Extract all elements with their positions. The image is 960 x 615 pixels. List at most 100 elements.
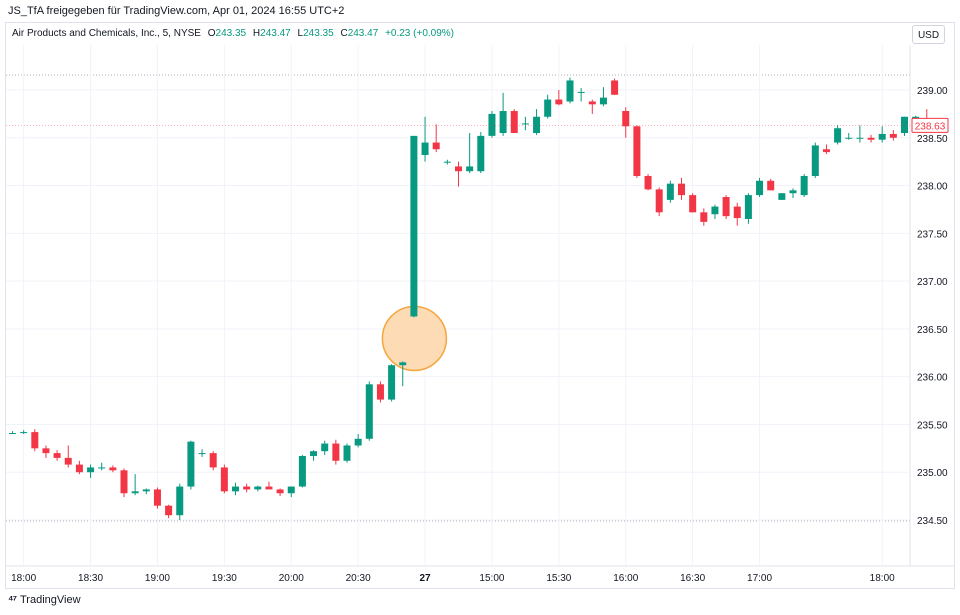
candle-body [388, 365, 396, 400]
x-tick-label: 18:30 [78, 573, 103, 584]
y-tick-label: 237.50 [917, 229, 948, 240]
candle-body [321, 443, 329, 452]
candle-body [298, 455, 306, 487]
y-tick-label: 238.00 [917, 182, 948, 193]
candle-body [9, 433, 16, 435]
candle-body [466, 166, 474, 172]
ohlc-values: O243.35 H243.47 L243.35 C243.47 +0.23 (+… [204, 28, 454, 39]
y-tick-label: 238.50 [917, 134, 948, 145]
candle-body [332, 443, 340, 461]
candle-body [499, 111, 507, 133]
candle-body [87, 467, 95, 473]
candle-body [120, 470, 128, 494]
tradingview-brand: TradingView [19, 594, 81, 606]
candle-body [822, 149, 830, 153]
candle-body [611, 80, 619, 95]
candle-body [700, 212, 708, 222]
candle-body [599, 97, 607, 105]
candle-body [232, 486, 239, 492]
x-tick-label: 17:00 [747, 573, 772, 584]
candle-body [354, 438, 362, 446]
candle-body [64, 457, 72, 465]
low-value: 243.35 [303, 28, 334, 39]
candle-body [533, 116, 541, 133]
x-tick-label: 16:30 [680, 573, 705, 584]
candle-body [767, 180, 775, 191]
candle-body [588, 101, 596, 105]
candle-body [488, 113, 496, 136]
close-value: 243.47 [347, 28, 379, 39]
currency-button[interactable]: USD [912, 25, 945, 44]
candle-body [655, 189, 663, 213]
candle-body [276, 489, 284, 494]
candle-body [811, 145, 819, 176]
candle-body [75, 464, 83, 473]
candle-body [153, 489, 161, 506]
open-label: O [207, 28, 216, 39]
candle-body [455, 166, 462, 172]
candle-body [711, 206, 719, 215]
candle-body [566, 80, 574, 102]
candle-body [778, 193, 786, 200]
candle-body [254, 486, 262, 490]
y-tick-label: 235.00 [917, 468, 948, 479]
candle-body [109, 467, 117, 471]
candle-body [376, 384, 384, 400]
high-label: H [252, 28, 261, 39]
shared-by-caption: JS_TfA freigegeben für TradingView.com, … [8, 5, 345, 17]
candle-body [644, 176, 652, 190]
candle-body [343, 445, 351, 461]
y-tick-label: 234.50 [917, 516, 948, 527]
candle-body [410, 135, 418, 317]
last-price-label: 238.63 [915, 121, 946, 132]
change-value: +0.23 (+0.09%) [385, 28, 454, 39]
candle-body [220, 467, 228, 492]
open-value: 243.35 [215, 28, 247, 39]
candle-body [555, 99, 563, 105]
candle-body [243, 486, 251, 490]
chart-frame [5, 22, 955, 589]
tradingview-logo[interactable]: ⁴⁷ TradingView [8, 594, 81, 606]
x-tick-label: 20:30 [346, 573, 371, 584]
x-tick-label: 15:00 [479, 573, 504, 584]
x-tick-label: 20:00 [279, 573, 304, 584]
candle-body [622, 111, 630, 127]
candle-body [265, 486, 273, 490]
candle-body [477, 135, 485, 172]
candle-body [31, 432, 39, 449]
candle-body [53, 453, 61, 458]
candle-body [287, 486, 295, 494]
symbol-name: Air Products and Chemicals, Inc., 5, NYS… [12, 28, 201, 39]
candle-body [187, 441, 195, 487]
candle-body [510, 111, 518, 133]
candle-body [521, 123, 529, 125]
x-tick-label: 19:30 [212, 573, 237, 584]
candle-body [432, 142, 440, 150]
candle-body [633, 126, 641, 176]
low-label: L [297, 28, 304, 39]
candle-body [443, 161, 451, 163]
x-tick-label: 27 [419, 573, 431, 584]
y-tick-label: 235.50 [917, 420, 948, 431]
candle-body [131, 491, 139, 494]
candle-body [678, 183, 685, 196]
candle-body [142, 489, 150, 492]
x-tick-label: 16:00 [613, 573, 638, 584]
close-label: C [340, 28, 348, 39]
candle-body [689, 195, 697, 213]
candle-body [856, 137, 864, 139]
candle-body [722, 197, 730, 217]
candle-body [365, 384, 373, 439]
x-tick-label: 18:00 [870, 573, 895, 584]
candle-body [744, 195, 752, 219]
candle-body [800, 176, 808, 196]
y-tick-label: 237.00 [917, 277, 948, 288]
x-tick-label: 15:30 [546, 573, 571, 584]
candle-body [901, 116, 908, 133]
symbol-legend: Air Products and Chemicals, Inc., 5, NYS… [12, 28, 454, 39]
candle-body [666, 183, 674, 200]
y-tick-label: 236.00 [917, 373, 948, 384]
y-tick-label: 239.00 [917, 86, 948, 97]
x-tick-label: 18:00 [11, 573, 36, 584]
